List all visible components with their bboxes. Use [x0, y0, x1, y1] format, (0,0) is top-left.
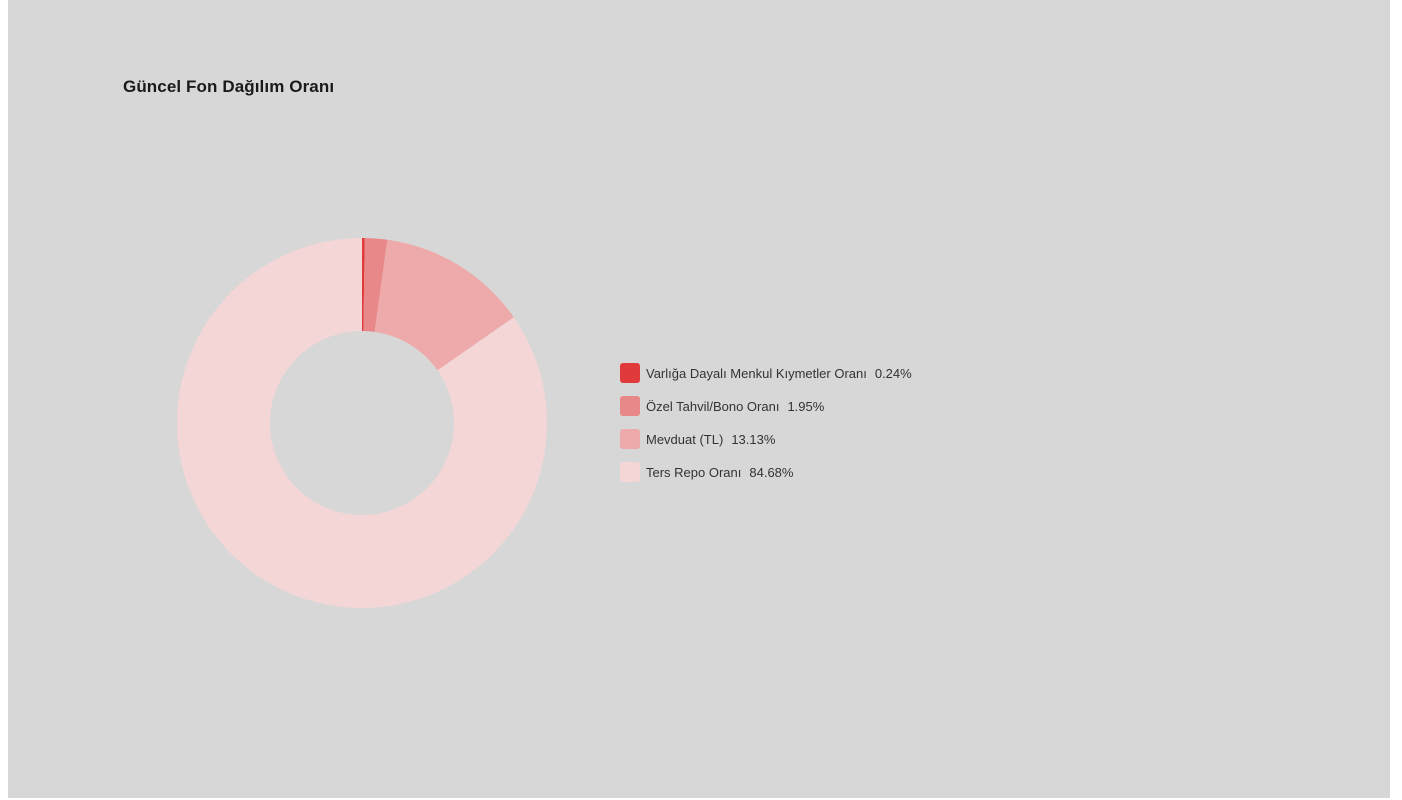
- donut-chart: [177, 238, 547, 608]
- slice-vdmk[interactable]: [362, 238, 365, 332]
- chart-legend: Varlığa Dayalı Menkul Kıymetler Oranı 0.…: [620, 362, 912, 494]
- legend-value: 1.95%: [787, 398, 825, 414]
- legend-value: 13.13%: [731, 431, 776, 447]
- legend-swatch: [620, 396, 640, 416]
- slice-mevduat[interactable]: [374, 239, 514, 371]
- legend-label: Varlığa Dayalı Menkul Kıymetler Oranı: [646, 365, 867, 381]
- legend-label: Özel Tahvil/Bono Oranı: [646, 398, 780, 414]
- legend-value: 0.24%: [874, 365, 912, 381]
- chart-card: Güncel Fon Dağılım Oranı Varlığa Dayalı …: [8, 0, 1390, 798]
- legend-item-mevduat[interactable]: Mevduat (TL) 13.13%: [620, 428, 912, 450]
- legend-swatch: [620, 429, 640, 449]
- legend-item-ters-repo[interactable]: Ters Repo Oranı 84.68%: [620, 461, 912, 483]
- legend-label: Mevduat (TL): [646, 431, 724, 447]
- legend-swatch: [620, 363, 640, 383]
- legend-label: Ters Repo Oranı: [646, 464, 742, 480]
- legend-item-ozel-tahvil[interactable]: Özel Tahvil/Bono Oranı 1.95%: [620, 395, 912, 417]
- slice-ters-repo[interactable]: [177, 238, 547, 608]
- slice-ozel-tahvil[interactable]: [363, 238, 388, 332]
- legend-item-vdmk[interactable]: Varlığa Dayalı Menkul Kıymetler Oranı 0.…: [620, 362, 912, 384]
- legend-swatch: [620, 462, 640, 482]
- legend-value: 84.68%: [749, 464, 794, 480]
- chart-title: Güncel Fon Dağılım Oranı: [123, 77, 335, 96]
